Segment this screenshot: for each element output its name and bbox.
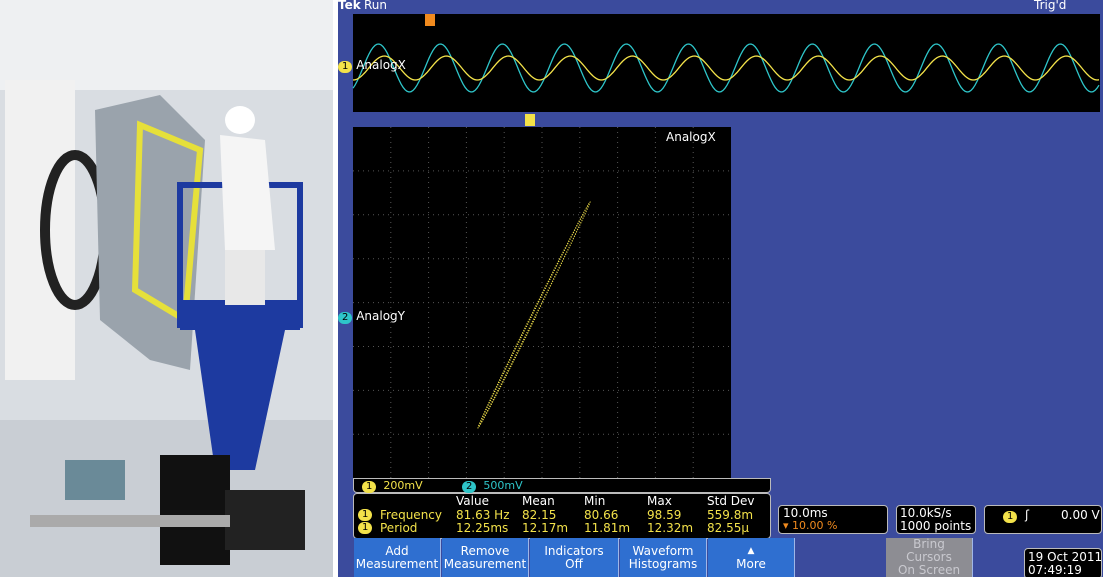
cell: 98.59 — [647, 508, 682, 522]
xy-trace — [477, 201, 591, 429]
cell: 12.32m — [647, 521, 694, 535]
measurement-table: Value Mean Min Max Std Dev 1 Frequency 81.63 Hz… — [353, 493, 771, 539]
oscilloscope-screen: Tek Run Trig'd 1 AnalogX AnalogX 2 Analo… — [338, 0, 1103, 577]
lift-scissor — [195, 330, 285, 470]
trigger-box: 1 ʃ 0.00 V — [984, 505, 1102, 534]
ch1-position-marker — [525, 114, 535, 126]
trigger-marker — [425, 14, 435, 26]
cell: 12.25ms — [456, 521, 509, 535]
person-legs — [225, 250, 265, 305]
cell: 80.66 — [584, 508, 619, 522]
person-body — [220, 135, 275, 250]
trigger-level: 0.00 V — [1061, 508, 1100, 522]
softkey-button[interactable]: Remove Measurement — [442, 538, 529, 577]
ch1-scale: 200mV — [383, 479, 423, 492]
ch1-marker: 1 — [338, 61, 353, 73]
button-text: Add — [385, 543, 409, 558]
column-header: Max — [647, 494, 672, 508]
computer — [160, 455, 230, 565]
button-text: Off — [565, 556, 583, 571]
xy-y-label: AnalogY — [356, 309, 405, 323]
ceiling — [0, 0, 333, 90]
timebase-panel — [353, 14, 1100, 112]
column-header: Value — [456, 494, 489, 508]
timebase: 10.0ms — [783, 506, 828, 520]
column-header: Mean — [522, 494, 555, 508]
ch2-marker: 2 — [338, 312, 353, 324]
cell: 81.63 Hz — [456, 508, 510, 522]
button-text: Waveform — [632, 543, 694, 558]
button-text: More — [736, 556, 766, 571]
softkey-button[interactable]: Add Measurement — [354, 538, 441, 577]
column-header: Min — [584, 494, 606, 508]
cell: 11.81m — [584, 521, 631, 535]
channel-bar: 1 200mV 2 500mV — [353, 478, 771, 493]
row-marker: 1 — [358, 509, 373, 521]
trigger-channel: 1 — [1003, 511, 1018, 523]
softkey-button[interactable]: Indicators Off — [530, 538, 619, 577]
cell: 82.15 — [522, 508, 557, 522]
ch1-badge: 1 — [362, 481, 377, 493]
datetime-box: 19 Oct 2011 07:49:19 — [1024, 548, 1102, 577]
xy-x-label: AnalogX — [666, 130, 716, 144]
person-head — [225, 106, 255, 134]
softkey-button[interactable]: Waveform Histograms — [620, 538, 707, 577]
time: 07:49:19 — [1028, 563, 1082, 577]
button-text: Measurement — [355, 556, 439, 571]
acquisition-box: 10.0kS/s 1000 points — [896, 505, 976, 534]
monitor — [225, 490, 305, 550]
timebase-box: 10.0ms ▾ 10.00 % — [778, 505, 888, 534]
button-text: Measurement — [443, 556, 527, 571]
more-arrow: ▲ — [747, 545, 755, 556]
top-label: AnalogX — [356, 58, 406, 72]
brand: Tek — [338, 0, 361, 12]
button-text: Bring — [913, 537, 945, 551]
waveforms — [352, 14, 1100, 478]
column-header: Std Dev — [707, 494, 755, 508]
table — [30, 515, 230, 527]
ch1-trace — [352, 55, 1100, 81]
button-text: On Screen — [897, 563, 961, 577]
record-length: 1000 points — [900, 519, 972, 533]
sample-rate: 10.0kS/s — [900, 506, 952, 520]
ch2-trace — [352, 43, 1100, 93]
row-marker: 1 — [358, 522, 373, 534]
ch2-badge: 2 — [462, 481, 477, 493]
photo — [0, 0, 333, 577]
cell: 559.8m — [707, 508, 754, 522]
date: 19 Oct 2011 — [1028, 550, 1103, 564]
cell: 12.17m — [522, 521, 569, 535]
button-text: Histograms — [628, 556, 698, 571]
run-state: Run — [364, 0, 388, 12]
cell: 82.55µ — [707, 521, 749, 535]
equipment — [65, 460, 125, 500]
row-name: Frequency — [380, 508, 442, 522]
row-name: Period — [380, 521, 418, 535]
trigger-position: 10.00 % — [792, 519, 838, 532]
ch2-scale: 500mV — [483, 479, 523, 492]
trigger-state: Trig'd — [1034, 0, 1067, 12]
softkey-button[interactable]: ▲ More — [708, 538, 795, 577]
button-text: Indicators — [544, 543, 604, 558]
button-text: Cursors — [906, 550, 952, 564]
softkey-button: Bring Cursors On Screen — [886, 538, 973, 577]
button-text: Remove — [460, 543, 510, 558]
